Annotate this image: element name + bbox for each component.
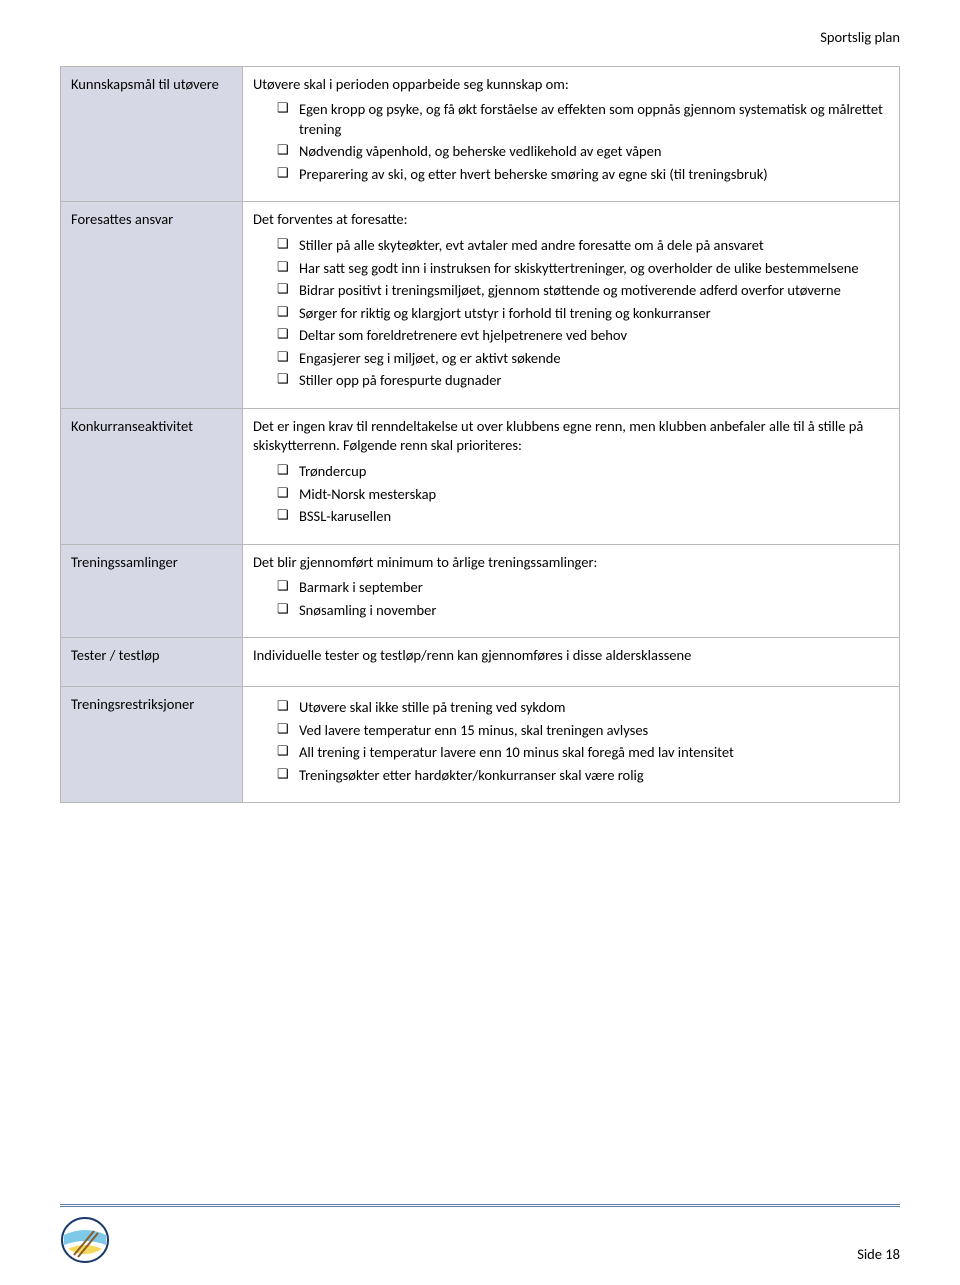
- page-header-title: Sportslig plan: [60, 28, 900, 48]
- list-item: Ved lavere temperatur enn 15 minus, skal…: [277, 721, 889, 741]
- list-item: Trøndercup: [277, 462, 889, 482]
- list-item: Sørger for riktig og klargjort utstyr i …: [277, 304, 889, 324]
- row-content: Det er ingen krav til renndeltakelse ut …: [243, 408, 900, 544]
- checklist: Barmark i september Snøsamling i novembe…: [253, 578, 889, 620]
- list-item: Egen kropp og psyke, og få økt forståels…: [277, 100, 889, 139]
- club-logo-icon: [60, 1215, 110, 1265]
- list-item: Deltar som foreldretrenere evt hjelpetre…: [277, 326, 889, 346]
- page-footer: Side 18: [60, 1204, 900, 1265]
- row-intro: Individuelle tester og testløp/renn kan …: [253, 646, 889, 666]
- row-content: Utøvere skal i perioden opparbeide seg k…: [243, 66, 900, 202]
- row-label: Kunnskapsmål til utøvere: [61, 66, 243, 202]
- list-item: Midt-Norsk mesterskap: [277, 485, 889, 505]
- row-content: Utøvere skal ikke stille på trening ved …: [243, 686, 900, 802]
- list-item: All trening i temperatur lavere enn 10 m…: [277, 743, 889, 763]
- checklist: Stiller på alle skyteøkter, evt avtaler …: [253, 236, 889, 391]
- row-label: Foresattes ansvar: [61, 202, 243, 409]
- row-treningssamlinger: Treningssamlinger Det blir gjennomført m…: [61, 544, 900, 638]
- checklist: Trøndercup Midt-Norsk mesterskap BSSL-ka…: [253, 462, 889, 527]
- row-label: Tester / testløp: [61, 638, 243, 687]
- row-intro: Det er ingen krav til renndeltakelse ut …: [253, 417, 889, 456]
- row-tester-testlop: Tester / testløp Individuelle tester og …: [61, 638, 900, 687]
- row-label: Treningssamlinger: [61, 544, 243, 638]
- page-number: Side 18: [857, 1245, 900, 1265]
- row-label: Treningsrestriksjoner: [61, 686, 243, 802]
- list-item: Snøsamling i november: [277, 601, 889, 621]
- list-item: Bidrar positivt i treningsmiljøet, gjenn…: [277, 281, 889, 301]
- content-table: Kunnskapsmål til utøvere Utøvere skal i …: [60, 66, 900, 804]
- row-kunnskapsmal: Kunnskapsmål til utøvere Utøvere skal i …: [61, 66, 900, 202]
- row-konkurranseaktivitet: Konkurranseaktivitet Det er ingen krav t…: [61, 408, 900, 544]
- row-intro: Utøvere skal i perioden opparbeide seg k…: [253, 75, 889, 95]
- list-item: Utøvere skal ikke stille på trening ved …: [277, 698, 889, 718]
- footer-row: Side 18: [60, 1215, 900, 1265]
- list-item: Barmark i september: [277, 578, 889, 598]
- row-intro: Det forventes at foresatte:: [253, 210, 889, 230]
- row-treningsrestriksjoner: Treningsrestriksjoner Utøvere skal ikke …: [61, 686, 900, 802]
- list-item: Preparering av ski, og etter hvert beher…: [277, 165, 889, 185]
- list-item: Har satt seg godt inn i instruksen for s…: [277, 259, 889, 279]
- document-page: Sportslig plan Kunnskapsmål til utøvere …: [0, 0, 960, 1285]
- row-intro: Det blir gjennomført minimum to årlige t…: [253, 553, 889, 573]
- list-item: BSSL-karusellen: [277, 507, 889, 527]
- row-content: Det forventes at foresatte: Stiller på a…: [243, 202, 900, 409]
- footer-divider: [60, 1204, 900, 1207]
- row-label: Konkurranseaktivitet: [61, 408, 243, 544]
- checklist: Egen kropp og psyke, og få økt forståels…: [253, 100, 889, 184]
- list-item: Engasjerer seg i miljøet, og er aktivt s…: [277, 349, 889, 369]
- row-foresattes-ansvar: Foresattes ansvar Det forventes at fores…: [61, 202, 900, 409]
- list-item: Treningsøkter etter hardøkter/konkurrans…: [277, 766, 889, 786]
- row-content: Det blir gjennomført minimum to årlige t…: [243, 544, 900, 638]
- checklist: Utøvere skal ikke stille på trening ved …: [253, 698, 889, 785]
- list-item: Stiller opp på forespurte dugnader: [277, 371, 889, 391]
- row-content: Individuelle tester og testløp/renn kan …: [243, 638, 900, 687]
- list-item: Nødvendig våpenhold, og beherske vedlike…: [277, 142, 889, 162]
- list-item: Stiller på alle skyteøkter, evt avtaler …: [277, 236, 889, 256]
